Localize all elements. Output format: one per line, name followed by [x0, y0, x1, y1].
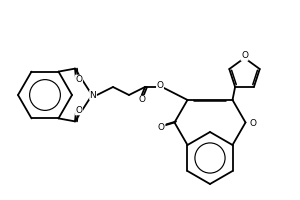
Text: O: O — [76, 75, 82, 84]
Text: O: O — [249, 119, 256, 128]
Text: O: O — [157, 82, 164, 90]
Text: N: N — [90, 90, 96, 99]
Text: O: O — [158, 123, 165, 132]
Text: O: O — [139, 96, 145, 104]
Text: O: O — [76, 106, 82, 115]
Text: O: O — [241, 51, 248, 60]
